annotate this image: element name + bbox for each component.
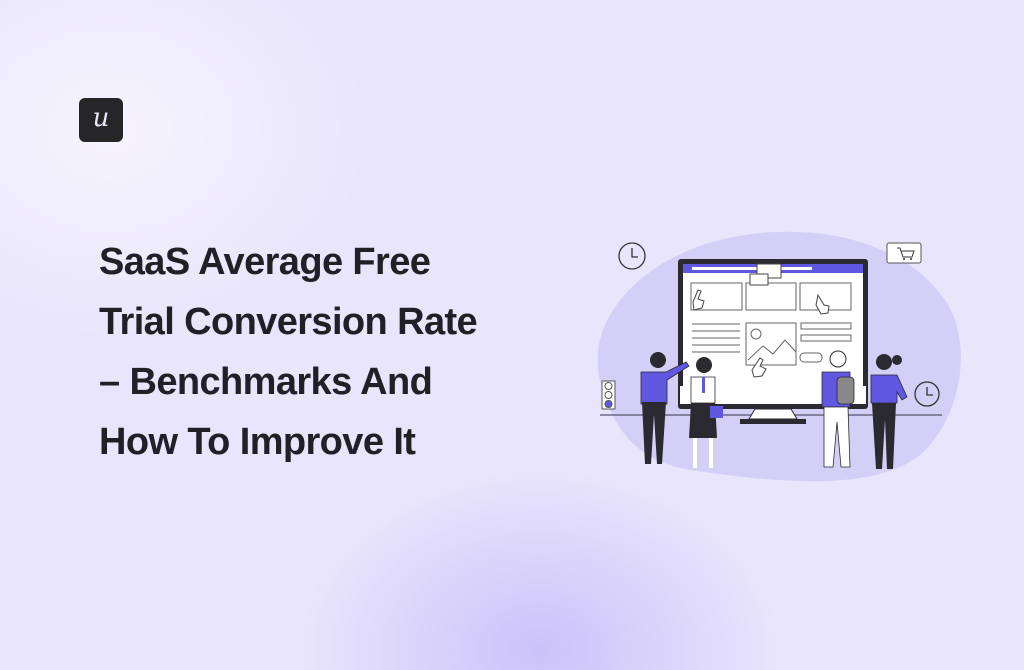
clock-icon: [618, 242, 646, 270]
person-woman-curly: [870, 354, 908, 469]
title-line: Trial Conversion Rate: [99, 301, 478, 343]
person-backpack: [821, 350, 855, 468]
title-line: SaaS Average Free: [99, 241, 431, 283]
person-man: [640, 352, 690, 464]
image-icon: [745, 322, 797, 366]
title-line: How To Improve It: [99, 421, 416, 463]
pointer-hand-icon: [692, 289, 830, 378]
brand-logo: u: [79, 98, 123, 142]
title-line: – Benchmarks And: [99, 361, 433, 403]
traffic-light-icon: [601, 380, 616, 410]
person-woman: [689, 357, 723, 468]
clock-icon: [914, 381, 940, 407]
page-title: SaaS Average Free Trial Conversion Rate …: [99, 232, 539, 472]
chat-bubble-icon: [749, 263, 782, 286]
cart-icon: [886, 242, 922, 264]
logo-letter: u: [92, 103, 110, 133]
